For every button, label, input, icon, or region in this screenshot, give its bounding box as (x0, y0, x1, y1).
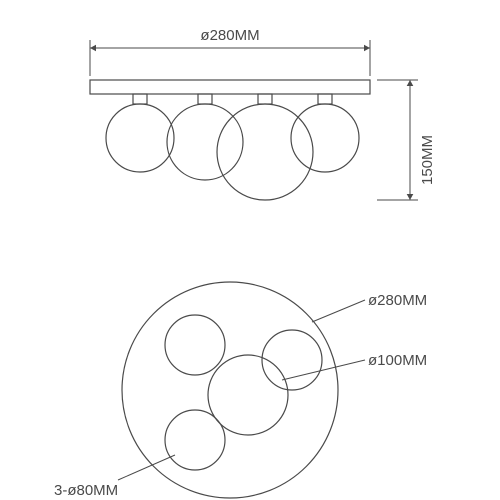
center-dia-label: ø100MM (368, 352, 427, 369)
plan-outer (122, 282, 338, 498)
connector-3 (318, 94, 332, 104)
sphere-side-3 (291, 104, 359, 172)
sphere-side-1 (167, 104, 243, 180)
plan-small-ball-0 (165, 315, 225, 375)
plan-small-ball-2 (165, 410, 225, 470)
connector-1 (198, 94, 212, 104)
connector-2 (258, 94, 272, 104)
small-dia-label: 3-ø80MM (54, 482, 118, 499)
sphere-side-0 (106, 104, 174, 172)
width-label: ø280MM (200, 27, 259, 44)
connector-0 (133, 94, 147, 104)
mounting-plate (90, 80, 370, 94)
sphere-side-2 (217, 104, 313, 200)
outer-dia-label: ø280MM (368, 292, 427, 309)
height-label: 150MM (419, 135, 436, 185)
plan-small-ball-1 (262, 330, 322, 390)
